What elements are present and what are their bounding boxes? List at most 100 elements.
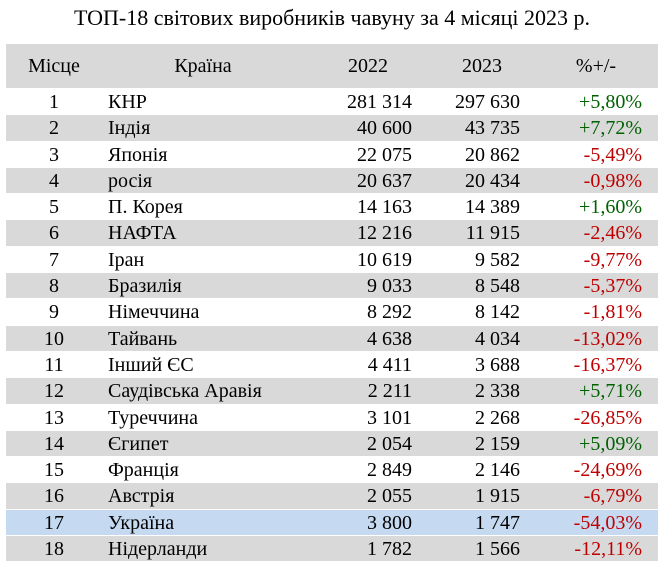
cell-country: Франція	[108, 459, 179, 482]
cell-change: -0,98%	[583, 169, 642, 192]
cell-value-2023: 3 688	[475, 353, 520, 376]
cell-value-2023: 1 915	[475, 485, 520, 508]
column-header-2022: 2022	[348, 55, 388, 77]
table-row: 14 Єгипет 2 054 2 159 +5,09%	[6, 429, 658, 457]
cell-rank: 9	[49, 301, 59, 324]
table-body: 1 КНР 281 314 297 630 +5,80% 2 Індія 40 600 43 7…	[6, 88, 658, 562]
cell-change: -6,79%	[583, 485, 642, 508]
cell-value-2022: 8 292	[367, 301, 412, 324]
cell-country: Саудівська Аравія	[108, 380, 262, 403]
cell-rank: 11	[44, 353, 64, 376]
cell-value-2022: 3 101	[367, 406, 412, 429]
cell-value-2023: 20 434	[465, 169, 520, 192]
cell-change: -12,11%	[574, 538, 642, 561]
table-row: 6 НАФТА 12 216 11 915 -2,46%	[6, 219, 658, 246]
cell-value-2022: 1 782	[367, 538, 412, 561]
cell-rank: 14	[44, 432, 64, 455]
cell-value-2023: 2 338	[475, 380, 520, 403]
cell-value-2022: 3 800	[367, 511, 412, 534]
cell-value-2022: 2 054	[367, 432, 412, 455]
table-row: 18 Нідерланди 1 782 1 566 -12,11%	[6, 535, 658, 562]
cell-value-2023: 1 747	[475, 511, 520, 534]
cell-rank: 12	[44, 380, 64, 403]
cell-country: Австрія	[108, 485, 175, 508]
cell-value-2022: 40 600	[357, 117, 412, 140]
cell-country: Україна	[108, 511, 175, 534]
cell-country: росія	[108, 169, 153, 192]
table-row: 2 Індія 40 600 43 735 +7,72%	[6, 114, 658, 141]
cell-change: -2,46%	[583, 222, 642, 245]
cell-change: -26,85%	[573, 406, 642, 429]
table-row: 17 Україна 3 800 1 747 -54,03%	[6, 508, 658, 536]
cell-rank: 5	[49, 196, 59, 219]
cell-country: НАФТА	[108, 222, 177, 245]
column-header-rank: Місце	[28, 55, 80, 77]
cell-change: -54,03%	[573, 511, 642, 534]
cell-change: -9,77%	[583, 248, 642, 271]
cell-rank: 13	[44, 406, 64, 429]
cell-value-2022: 4 638	[367, 327, 412, 350]
cell-change: -24,69%	[573, 459, 642, 482]
cell-rank: 15	[44, 459, 64, 482]
cell-value-2022: 12 216	[357, 222, 412, 245]
cell-change: -16,37%	[573, 353, 642, 376]
table-row: 3 Японія 22 075 20 862 -5,49%	[6, 140, 658, 167]
cell-value-2023: 8 142	[475, 301, 520, 324]
cell-value-2022: 2 055	[367, 485, 412, 508]
cell-value-2022: 10 619	[357, 248, 412, 271]
cell-change: +1,60%	[579, 196, 642, 219]
cell-value-2022: 9 033	[367, 275, 412, 298]
cell-value-2023: 43 735	[465, 117, 520, 140]
cell-rank: 16	[44, 485, 64, 508]
cell-value-2023: 14 389	[465, 196, 520, 219]
cell-rank: 10	[44, 327, 64, 350]
cell-country: Єгипет	[108, 432, 169, 455]
cell-value-2022: 20 637	[357, 169, 412, 192]
cell-change: -5,37%	[583, 275, 642, 298]
table-row: 12 Саудівська Аравія 2 211 2 338 +5,71%	[6, 377, 658, 404]
table-row: 7 Іран 10 619 9 582 -9,77%	[6, 245, 658, 272]
cell-country: П. Корея	[108, 196, 183, 219]
cell-value-2023: 8 548	[475, 275, 520, 298]
cell-change: +5,09%	[579, 432, 642, 455]
cell-country: Тайвань	[108, 327, 178, 350]
cell-rank: 17	[44, 511, 64, 534]
table-row: 9 Німеччина 8 292 8 142 -1,81%	[6, 298, 658, 324]
cell-value-2023: 11 915	[465, 222, 520, 245]
cell-value-2023: 4 034	[475, 327, 520, 350]
cell-change: +7,72%	[579, 117, 642, 140]
cell-change: -1,81%	[583, 301, 642, 324]
table-row: 15 Франція 2 849 2 146 -24,69%	[6, 456, 658, 482]
table-header-row: Місце Країна 2022 2023 %+/-	[6, 44, 658, 88]
table-row: 8 Бразилія 9 033 8 548 -5,37%	[6, 272, 658, 299]
cell-change: +5,71%	[579, 380, 642, 403]
cell-country: КНР	[108, 91, 147, 113]
cell-rank: 4	[49, 169, 59, 192]
cell-country: Туреччина	[108, 406, 198, 429]
cell-rank: 8	[49, 275, 59, 298]
cell-value-2022: 2 211	[367, 380, 412, 403]
cell-value-2022: 14 163	[357, 196, 412, 219]
table-row: 13 Туреччина 3 101 2 268 -26,85%	[6, 403, 658, 430]
cell-change: +5,80%	[579, 91, 642, 113]
cell-country: Іран	[108, 248, 145, 271]
cell-country: Індія	[108, 117, 151, 140]
cell-value-2022: 22 075	[357, 143, 412, 166]
cell-value-2022: 281 314	[347, 91, 412, 113]
cell-value-2022: 2 849	[367, 459, 412, 482]
cell-country: Нідерланди	[108, 538, 208, 561]
cell-country: Інший ЄС	[108, 353, 194, 376]
cell-rank: 3	[49, 143, 59, 166]
cell-rank: 6	[49, 222, 59, 245]
cell-value-2023: 2 146	[475, 459, 520, 482]
cell-value-2023: 1 566	[475, 538, 520, 561]
cell-change: -5,49%	[583, 143, 642, 166]
production-table: Місце Країна 2022 2023 %+/- 1 КНР 281 314 2…	[6, 44, 658, 562]
table-row: 5 П. Корея 14 163 14 389 +1,60%	[6, 193, 658, 219]
cell-country: Японія	[108, 143, 168, 166]
cell-country: Бразилія	[108, 275, 182, 298]
table-row: 11 Інший ЄС 4 411 3 688 -16,37%	[6, 350, 658, 377]
table-row: 16 Австрія 2 055 1 915 -6,79%	[6, 482, 658, 509]
column-header-country: Країна	[174, 55, 232, 77]
table-row: 4 росія 20 637 20 434 -0,98%	[6, 166, 658, 194]
